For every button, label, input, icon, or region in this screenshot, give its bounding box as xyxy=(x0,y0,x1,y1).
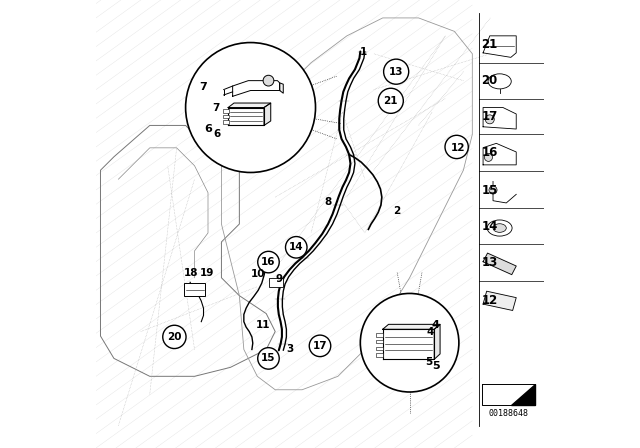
Circle shape xyxy=(383,59,409,84)
FancyBboxPatch shape xyxy=(184,283,205,296)
Ellipse shape xyxy=(487,220,512,236)
Text: 21: 21 xyxy=(383,96,398,106)
Polygon shape xyxy=(483,253,516,275)
Text: 5: 5 xyxy=(425,357,433,366)
FancyBboxPatch shape xyxy=(269,278,283,287)
Ellipse shape xyxy=(488,74,511,89)
Text: 12: 12 xyxy=(451,143,465,153)
Text: 14: 14 xyxy=(481,220,498,233)
Text: 00188648: 00188648 xyxy=(488,409,529,418)
Circle shape xyxy=(186,43,316,172)
Text: 16: 16 xyxy=(261,257,276,267)
Text: 3: 3 xyxy=(286,344,293,353)
Text: 13: 13 xyxy=(389,67,403,77)
Text: 5: 5 xyxy=(432,361,440,370)
Circle shape xyxy=(485,115,494,124)
Bar xyxy=(376,333,383,337)
Polygon shape xyxy=(264,103,271,125)
Text: 15: 15 xyxy=(481,184,498,197)
Circle shape xyxy=(285,237,307,258)
Text: 13: 13 xyxy=(481,255,497,269)
Text: 15: 15 xyxy=(261,353,276,363)
Circle shape xyxy=(484,153,493,161)
Bar xyxy=(376,353,383,357)
Circle shape xyxy=(258,251,279,273)
Circle shape xyxy=(378,88,403,113)
Text: 9: 9 xyxy=(275,274,282,284)
Circle shape xyxy=(360,293,459,392)
Polygon shape xyxy=(280,83,284,93)
Bar xyxy=(223,109,229,113)
Polygon shape xyxy=(228,108,264,125)
Text: 17: 17 xyxy=(313,341,327,351)
Polygon shape xyxy=(511,384,535,405)
Polygon shape xyxy=(232,81,280,96)
Polygon shape xyxy=(483,291,516,310)
Text: 18: 18 xyxy=(184,268,198,278)
Bar xyxy=(223,115,229,118)
Text: 14: 14 xyxy=(289,242,303,252)
Text: 19: 19 xyxy=(200,268,214,278)
Text: 6: 6 xyxy=(204,124,212,134)
Text: 1: 1 xyxy=(360,47,367,56)
Bar xyxy=(376,340,383,343)
Text: 17: 17 xyxy=(481,110,497,123)
Circle shape xyxy=(263,75,274,86)
Polygon shape xyxy=(483,108,516,129)
Circle shape xyxy=(445,135,468,159)
Text: 7: 7 xyxy=(200,82,207,92)
Text: 11: 11 xyxy=(255,320,270,330)
Text: 4: 4 xyxy=(432,320,440,330)
Text: 12: 12 xyxy=(481,293,497,307)
Text: 20: 20 xyxy=(167,332,182,342)
Text: 8: 8 xyxy=(324,197,332,207)
Circle shape xyxy=(163,325,186,349)
Circle shape xyxy=(309,335,331,357)
Polygon shape xyxy=(435,324,440,359)
Polygon shape xyxy=(383,329,435,359)
Text: 20: 20 xyxy=(481,74,497,87)
Polygon shape xyxy=(483,143,516,165)
Circle shape xyxy=(489,186,497,194)
Text: 10: 10 xyxy=(251,269,266,279)
Text: 6: 6 xyxy=(213,129,221,139)
Bar xyxy=(376,347,383,350)
Circle shape xyxy=(258,348,279,369)
Polygon shape xyxy=(383,324,440,329)
Text: 2: 2 xyxy=(394,206,401,215)
Text: 4: 4 xyxy=(426,327,433,336)
Ellipse shape xyxy=(493,224,506,233)
Text: 16: 16 xyxy=(481,146,498,159)
Text: 7: 7 xyxy=(212,103,220,112)
Polygon shape xyxy=(483,36,516,57)
Text: 21: 21 xyxy=(481,38,497,52)
Polygon shape xyxy=(228,103,271,108)
Bar xyxy=(223,120,229,124)
